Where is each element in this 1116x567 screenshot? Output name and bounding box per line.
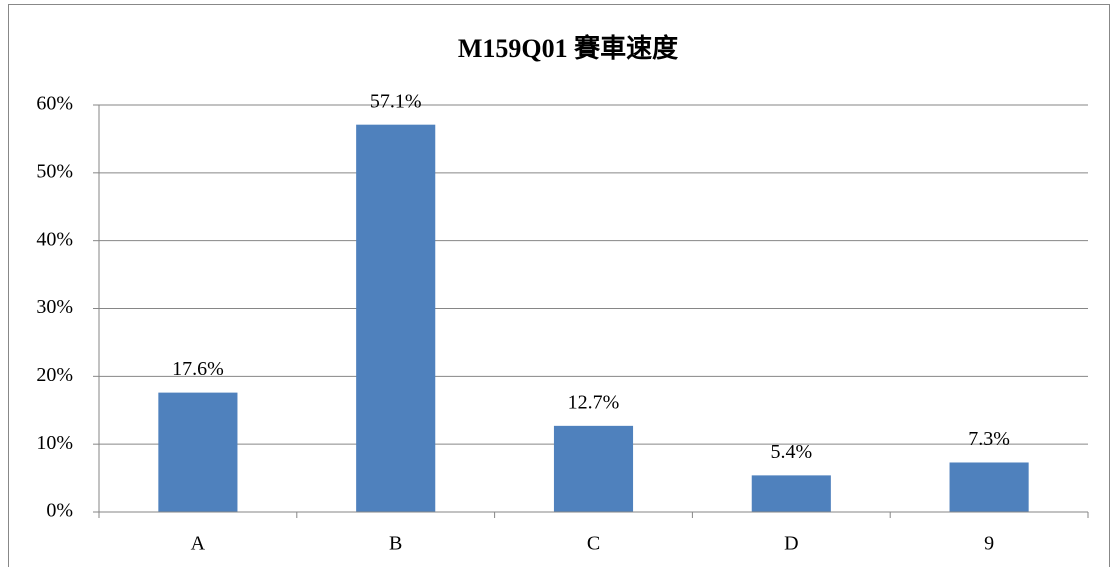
y-tick-label: 0%: [46, 500, 73, 522]
y-tick-label: 50%: [36, 160, 73, 182]
bar: [158, 392, 238, 512]
data-label: 12.7%: [568, 391, 620, 413]
data-label: 57.1%: [370, 90, 422, 112]
x-tick-label: A: [191, 533, 206, 555]
bar: [356, 124, 436, 513]
bar: [553, 425, 634, 512]
y-tick-label: 40%: [36, 228, 73, 250]
x-tick-label: C: [587, 533, 600, 555]
data-label: 5.4%: [770, 441, 812, 463]
y-tick-label: 30%: [36, 296, 73, 318]
y-tick-label: 10%: [36, 432, 73, 454]
chart-title: M159Q01 賽車速度: [458, 33, 678, 63]
x-tick-label: D: [784, 533, 798, 555]
data-label: 17.6%: [172, 358, 224, 380]
bar: [949, 462, 1029, 512]
data-label: 7.3%: [968, 428, 1010, 450]
x-tick-label: B: [389, 533, 402, 555]
x-tick-label: 9: [984, 533, 994, 555]
y-tick-label: 60%: [36, 93, 73, 115]
bar: [751, 475, 831, 512]
y-tick-label: 20%: [36, 364, 73, 386]
